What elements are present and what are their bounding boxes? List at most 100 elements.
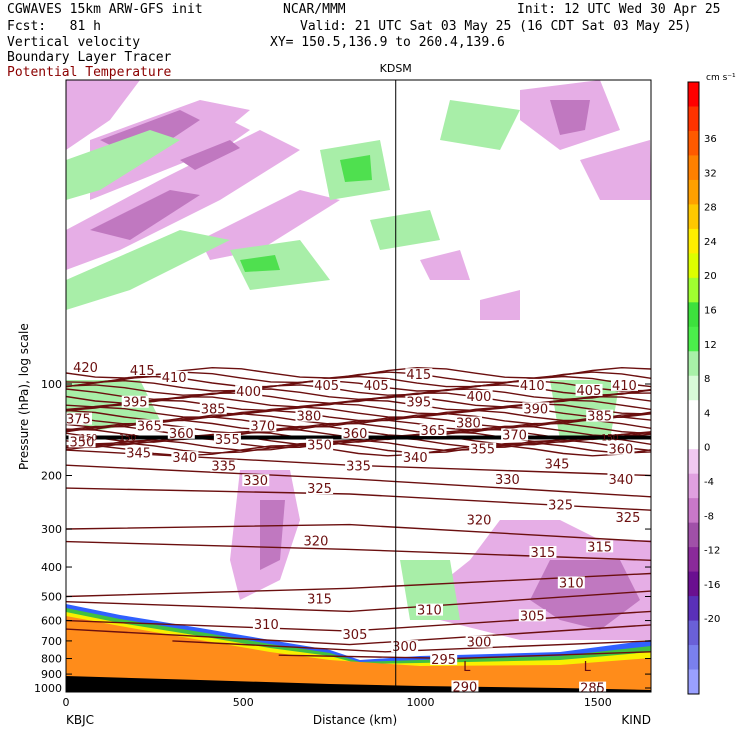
contour-label: 285	[580, 682, 605, 697]
contour-label: 380	[456, 417, 481, 432]
contour-label-bg	[518, 609, 546, 622]
contour-label-bg	[465, 513, 493, 526]
contour-label: 335	[211, 460, 236, 475]
contour-label: 290	[452, 680, 477, 695]
x-tick-label: 1500	[584, 696, 612, 709]
colorbar-tick: -8	[704, 511, 714, 522]
contour-label: 385	[201, 402, 226, 417]
contour-label: 345	[545, 458, 570, 473]
contour-label: 355	[215, 433, 240, 448]
header-init: Init: 12 UTC Wed 30 Apr 25	[517, 2, 721, 17]
contour-label-bg	[302, 534, 330, 547]
contour-label: 395	[123, 396, 148, 411]
contour-label-bg	[295, 409, 323, 422]
colorbar-tick: 4	[704, 408, 710, 419]
colorbar-swatch	[688, 669, 699, 695]
y-tick-label: 300	[41, 523, 62, 536]
colorbar-tick: -12	[704, 546, 720, 557]
contour-label-bg	[419, 424, 447, 437]
colorbar-swatch	[688, 645, 699, 671]
y-tick-label: 100	[41, 378, 62, 391]
colorbar-swatch	[688, 498, 699, 524]
colorbar-swatch	[688, 130, 699, 156]
small-contour-label: 150	[80, 434, 97, 444]
x-axis-label: Distance (km)	[313, 713, 397, 727]
header-agency: NCAR/MMM	[283, 2, 346, 17]
contour-label-bg	[306, 482, 334, 495]
y-tick-label: 900	[41, 668, 62, 681]
contour-label-bg	[313, 378, 341, 391]
contour-label-bg	[518, 378, 546, 391]
contour-label: 325	[307, 482, 332, 497]
contour-label: 335	[346, 460, 371, 475]
colorbar-tick: 16	[704, 306, 717, 317]
colorbar-swatch	[688, 326, 699, 352]
contour-label: 400	[467, 390, 492, 405]
contour-label-bg	[465, 389, 493, 402]
contour-label-bg	[451, 680, 479, 693]
contour-label: 410	[162, 371, 187, 386]
colorbar: 36 32 28 24 20 16 12 8 4 0 -4 -8 -12 -16 -20	[687, 81, 720, 695]
colorbar-swatch	[688, 204, 699, 230]
colorbar-swatch	[688, 547, 699, 573]
colorbar-tick: 0	[704, 443, 710, 454]
contour-label: 330	[243, 474, 268, 489]
colorbar-swatch	[688, 620, 699, 646]
contour-label: 380	[296, 410, 321, 425]
contour-label-bg	[213, 432, 241, 445]
theta-contour	[66, 399, 651, 412]
contour-label: 360	[343, 427, 368, 442]
y-axis-label: Pressure (hPa), log scale	[17, 323, 31, 470]
colorbar-swatch	[688, 351, 699, 377]
contour-label-bg	[401, 451, 429, 464]
contour-label-bg	[494, 472, 521, 485]
theta-contour	[66, 572, 651, 598]
header-field-3: Potential Temperature	[7, 65, 172, 80]
x-tick-label: 1000	[407, 696, 435, 709]
y-tick-label: 200	[41, 470, 62, 483]
contour-label-bg	[607, 442, 635, 455]
contour-label-bg	[341, 628, 369, 641]
header-field-1: Vertical velocity	[7, 35, 141, 50]
y-tick-label: 700	[41, 635, 62, 648]
colorbar-swatch	[688, 228, 699, 254]
theta-contour	[66, 590, 651, 613]
contour-label-bg	[586, 540, 614, 553]
colorbar-swatch	[688, 424, 699, 450]
contour-label-bg	[306, 438, 334, 451]
contour-label: 350	[70, 435, 95, 450]
contour-label-bg	[167, 426, 195, 439]
contour-label-bg	[405, 395, 433, 408]
colorbar-tick: -20	[704, 614, 720, 625]
contour-label-bg	[68, 435, 96, 448]
contour-label-bg	[160, 370, 188, 383]
contour-label-bg	[430, 652, 458, 665]
header-model: CGWAVES 15km ARW-GFS init	[7, 2, 203, 17]
contour-label-bg	[586, 409, 614, 422]
contour-label: 315	[587, 540, 612, 555]
theta-contour	[66, 422, 651, 435]
contour-label: 370	[250, 419, 275, 434]
low-label: L	[584, 660, 592, 675]
right-endpoint: KIND	[621, 713, 651, 727]
header-forecast: Fcst: 81 h	[7, 19, 101, 34]
contour-label-bg	[543, 457, 571, 470]
small-contour-label: 150	[601, 434, 618, 444]
contour-label-bg	[306, 592, 334, 605]
contour-label-bg	[405, 368, 433, 381]
colorbar-tick: -4	[704, 477, 714, 488]
header-xy: XY= 150.5,136.9 to 260.4,139.6	[270, 35, 505, 50]
contour-label: 315	[530, 546, 555, 561]
contour-label-bg	[575, 383, 603, 396]
contour-label: 355	[470, 443, 495, 458]
contour-label: 310	[417, 604, 442, 619]
colorbar-swatch	[688, 400, 699, 426]
contour-label-bg	[249, 419, 277, 432]
colorbar-swatch	[688, 596, 699, 622]
contour-label: 405	[314, 379, 339, 394]
contour-label: 325	[616, 511, 641, 526]
contour-label-bg	[391, 640, 419, 653]
contour-label-bg	[135, 419, 163, 432]
